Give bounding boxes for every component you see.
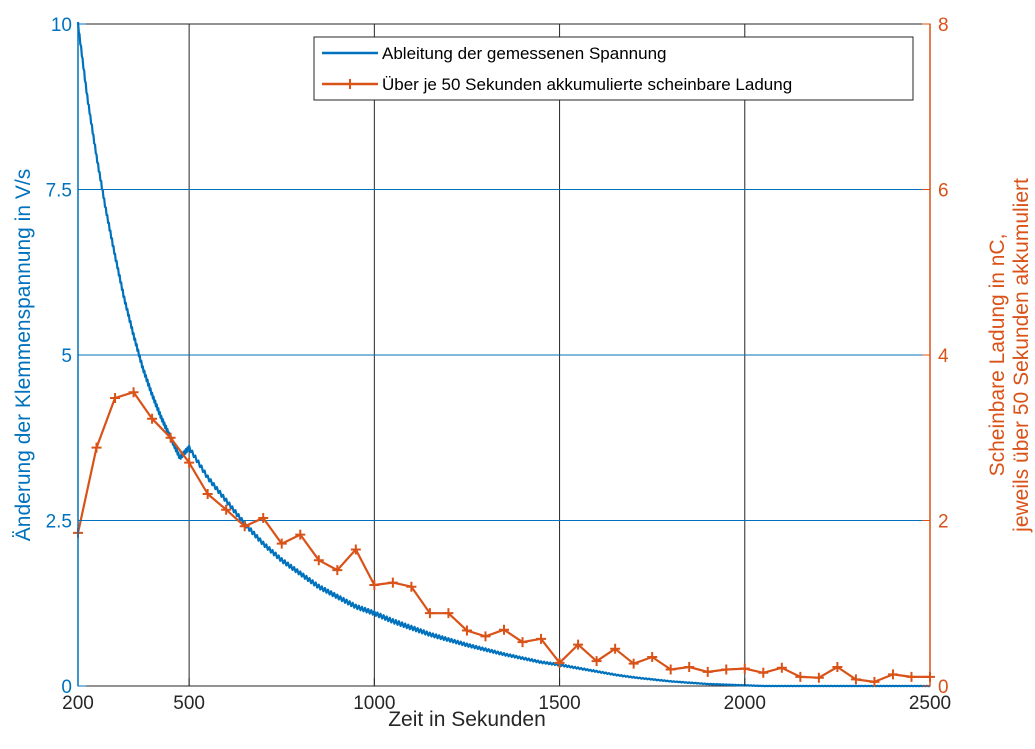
y-left-tick-label: 7.5 [46,181,72,202]
x-tick-label: 200 [62,693,94,714]
charge-point-marker [443,608,454,619]
charge-point-marker [517,637,528,648]
x-tick-label: 2000 [724,693,766,714]
series-line-voltage-derivative [76,21,931,688]
y-right-tick-label: 2 [938,512,949,533]
legend: Ableitung der gemessenen Spannung Über j… [313,36,914,101]
y-left-tick-label: 2.5 [46,512,72,533]
legend-box [313,36,914,101]
charge-point-marker [739,663,750,674]
charge-point-marker [832,661,843,672]
charge-point-marker [499,624,509,635]
charge-point-marker [480,631,491,642]
charge-point-marker [887,669,898,680]
charge-point-marker [221,504,232,515]
charge-point-marker [813,672,824,683]
charge-point-marker [128,387,139,398]
charge-point-marker [258,513,269,524]
charge-point-marker [332,565,343,576]
y-right-tick-label: 6 [938,181,949,202]
y-axis-title-right-line2: jeweils über 50 Sekunden akkumuliert [1010,178,1033,533]
charge-point-marker [184,457,195,468]
charge-point-marker [869,676,880,687]
x-tick-label: 1500 [538,693,580,714]
x-axis-title: Zeit in Sekunden [388,708,546,731]
charge-point-marker [295,529,306,540]
charge-point-marker [406,581,417,592]
legend-label-voltage: Ableitung der gemessenen Spannung [382,44,667,63]
charge-point-marker [795,671,806,682]
charge-point-marker [424,608,435,619]
y-left-tick-label: 5 [61,346,72,367]
charge-point-marker [536,633,547,644]
y-right-tick-label: 4 [938,346,949,367]
charge-point-marker [461,625,472,636]
charge-point-marker [147,413,158,424]
y-right-tick-label: 8 [938,15,949,36]
charge-point-marker [554,657,565,668]
y-axis-title-right-line1: Scheinbare Ladung in nC, [986,234,1009,477]
charge-point-marker [721,664,732,675]
charge-point-marker [110,393,121,404]
charge-point-marker [573,639,584,650]
charge-point-marker [776,662,787,673]
y-axis-title-left: Änderung der Klemmenspannung in V/s [12,169,35,541]
charge-point-marker [91,442,102,453]
charge-point-marker [702,666,713,677]
charge-point-marker [369,580,380,591]
charge-point-marker [850,674,861,685]
charge-point-marker [628,658,639,669]
charge-point-marker [758,667,769,678]
charge-point-marker [350,544,361,555]
y-right-tick-label: 0 [938,677,949,698]
x-tick-label: 1000 [353,693,395,714]
charge-point-marker [591,656,602,667]
charge-point-marker [387,577,398,588]
charge-point-marker [276,538,287,549]
charge-point-marker [202,489,213,500]
y-left-tick-label: 10 [51,15,72,36]
y-left-tick-label: 0 [61,677,72,698]
charge-point-marker [610,643,621,654]
legend-swatch-charge-marker [345,79,355,89]
grid [78,24,930,686]
charge-point-marker [684,661,695,672]
charge-point-marker [313,555,324,566]
x-tick-label: 500 [173,693,205,714]
legend-label-charge: Über je 50 Sekunden akkumulierte scheinb… [382,75,792,94]
charge-point-marker [165,432,176,443]
charge-point-marker [239,521,250,532]
charge-point-marker [665,664,676,675]
series-layer [73,21,935,688]
charge-point-marker [647,652,658,663]
charge-point-marker [906,671,917,682]
x-tick-label: 2500 [909,693,951,714]
